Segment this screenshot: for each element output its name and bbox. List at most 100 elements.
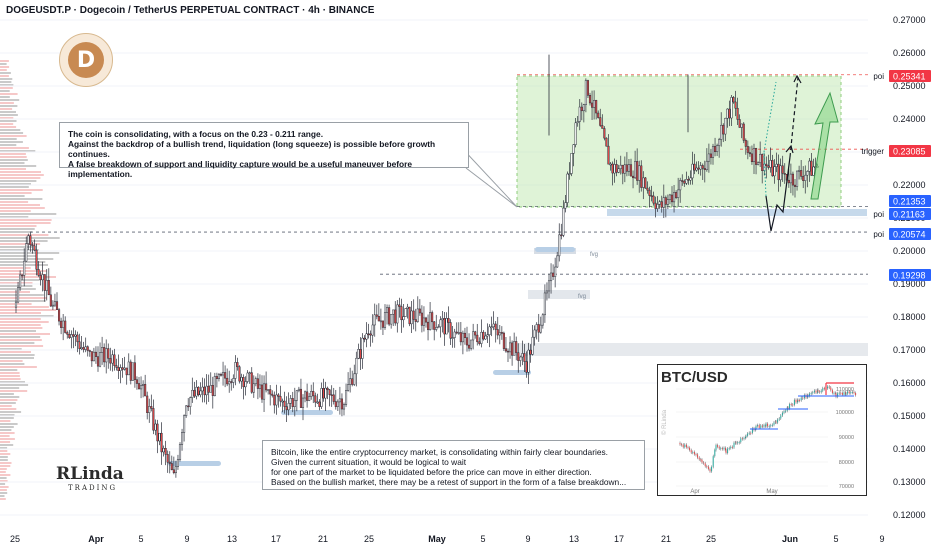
candle-body — [759, 154, 762, 163]
candle-body — [41, 274, 44, 281]
inset-candle — [837, 393, 839, 397]
price-tick: 0.14000 — [893, 444, 926, 454]
inset-candle — [845, 392, 847, 395]
candle-body — [314, 395, 317, 403]
inset-candle — [761, 425, 763, 427]
candle-body — [51, 304, 54, 307]
candle-body — [812, 166, 815, 176]
time-tick: 13 — [569, 534, 579, 544]
inset-candle — [771, 424, 773, 426]
candle-body — [670, 194, 674, 203]
candle-body — [461, 332, 464, 343]
candle-body — [502, 332, 505, 349]
candle-body — [254, 378, 257, 385]
candle-body — [238, 366, 241, 382]
candle-body — [35, 249, 38, 270]
inset-candle — [823, 388, 825, 390]
candle-body — [53, 301, 57, 306]
candle-body — [252, 383, 255, 393]
price-label: 0.20574 — [893, 230, 926, 240]
candle-body — [718, 139, 721, 146]
time-tick: 5 — [138, 534, 143, 544]
time-tick: 25 — [364, 534, 374, 544]
inset-price-tick: 110000 — [836, 387, 854, 393]
candle-body — [740, 123, 743, 128]
candle-body — [363, 337, 366, 340]
consolidation-zone — [516, 75, 842, 208]
candle-body — [158, 432, 161, 442]
inset-candle — [795, 399, 797, 403]
candle-body — [355, 357, 358, 375]
inset-candle — [743, 438, 745, 439]
candle-body — [193, 389, 196, 397]
candle-body — [652, 195, 655, 204]
candle-body — [765, 163, 768, 166]
inset-candle — [758, 425, 760, 428]
inset-candle — [773, 422, 775, 425]
candle-body — [31, 244, 34, 247]
inset-candle — [712, 456, 714, 467]
bitcoin-note: Bitcoin, like the entire cryptocurrency … — [262, 440, 645, 490]
inset-candle — [780, 415, 782, 419]
candle-body — [478, 341, 481, 344]
candle-body — [691, 163, 694, 179]
candle-body — [392, 309, 395, 315]
candle-body — [111, 354, 114, 364]
brand-logo: RLinda TRADING — [50, 464, 124, 496]
candle-body — [500, 332, 503, 334]
candle-body — [504, 348, 507, 352]
candle-body — [267, 389, 270, 391]
price-tick: 0.17000 — [893, 345, 926, 355]
inset-candle — [721, 448, 723, 450]
price-tick: 0.18000 — [893, 312, 926, 322]
candle-body — [371, 324, 374, 336]
inset-candle — [701, 459, 703, 463]
candle-body — [746, 146, 749, 153]
note-line: Given the current situation, it would be… — [271, 457, 467, 467]
candle-body — [617, 168, 620, 173]
price-tick: 0.26000 — [893, 48, 926, 58]
candle-body — [277, 394, 280, 397]
candle-body — [119, 367, 122, 371]
inset-candle — [787, 407, 789, 409]
candle-body — [379, 320, 382, 323]
candle-body — [480, 331, 483, 344]
candle-body — [131, 362, 134, 381]
inset-candle — [851, 391, 853, 393]
inset-candle — [689, 447, 691, 451]
candle-body — [113, 354, 116, 366]
candle-body — [105, 348, 108, 363]
candle-body — [629, 164, 633, 177]
inset-time-tick: May — [766, 489, 777, 495]
candle-body — [611, 163, 614, 174]
inset-candle — [690, 450, 692, 453]
candle-body — [96, 356, 100, 367]
price-tick: 0.15000 — [893, 411, 926, 421]
candle-body — [431, 312, 434, 323]
candle-body — [285, 406, 288, 411]
candle-body — [619, 164, 622, 169]
time-tick: 13 — [227, 534, 237, 544]
candle-body — [123, 367, 126, 370]
candle-body — [744, 140, 747, 147]
candle-body — [580, 106, 583, 112]
candle-body — [275, 394, 278, 406]
candle-body — [205, 385, 208, 396]
inset-candle — [738, 442, 740, 444]
inset-candle — [847, 391, 849, 394]
candle-body — [148, 406, 151, 413]
candle-body — [250, 372, 253, 393]
price-tick: 0.24000 — [893, 114, 926, 124]
inset-candle — [768, 426, 770, 427]
candle-body — [798, 170, 801, 172]
inset-candle — [692, 451, 694, 453]
candle-body — [677, 189, 680, 198]
candle-body — [74, 334, 77, 337]
candle-body — [21, 274, 24, 277]
candle-body — [789, 173, 792, 184]
candle-body — [336, 401, 339, 407]
candle-body — [17, 287, 20, 303]
candle-body — [224, 372, 227, 379]
candle-body — [572, 144, 575, 154]
